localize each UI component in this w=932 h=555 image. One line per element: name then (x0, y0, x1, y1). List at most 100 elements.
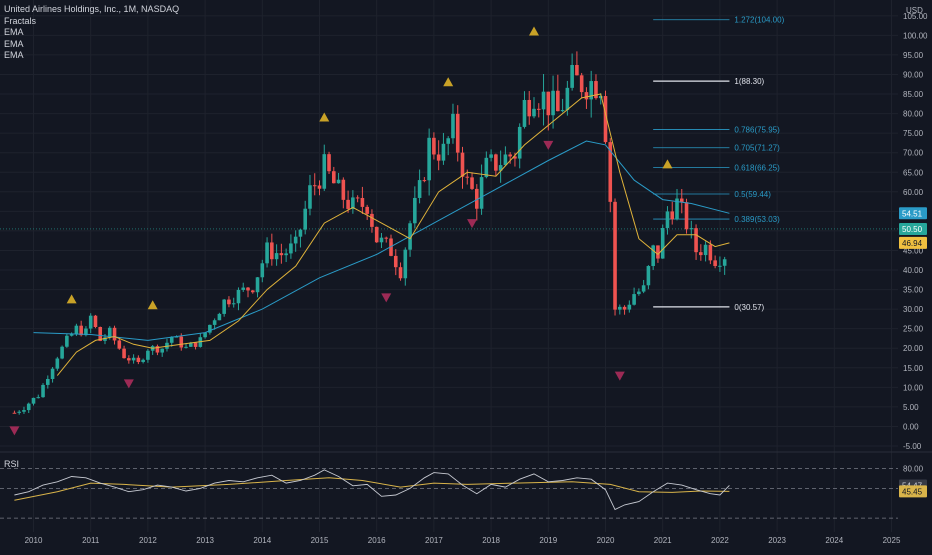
candle-body (241, 287, 246, 290)
candle-body (36, 397, 41, 399)
candle-body (618, 306, 622, 310)
rsi-tag (899, 485, 927, 498)
candle-body (536, 108, 541, 110)
candle-body (398, 267, 403, 279)
fib-label: 0.786(75.95) (734, 125, 780, 134)
candle-body (303, 208, 307, 230)
price-tag-label: 54.51 (902, 209, 923, 218)
candle-body (122, 348, 126, 359)
x-tick-label: 2025 (883, 536, 901, 545)
y-tick-label: 15.00 (903, 364, 924, 373)
candle-body (570, 65, 574, 88)
y-tick-label: 70.00 (903, 149, 924, 158)
candle-body (17, 411, 21, 413)
candle-body (317, 185, 322, 189)
candle-body (446, 138, 450, 144)
candle-body (103, 337, 107, 341)
rsi-line (14, 469, 730, 511)
fractal-down-marker (9, 426, 20, 436)
candle-body (336, 179, 341, 184)
ema-slow-line (33, 140, 730, 341)
candle-body (322, 154, 327, 189)
candle-body (627, 304, 632, 310)
candle-body (565, 87, 570, 111)
candle-body (675, 198, 679, 220)
candle-body (522, 99, 527, 127)
candle-body (169, 336, 174, 343)
y-tick-label: 35.00 (903, 286, 924, 295)
x-tick-label: 2021 (654, 536, 672, 545)
candle-body (551, 90, 555, 116)
candle-body (360, 197, 365, 207)
candle-body (379, 237, 384, 243)
candle-body (284, 253, 288, 256)
price-tag-label: 46.94 (902, 239, 923, 248)
grid (0, 0, 898, 532)
fractal-up-marker (529, 26, 539, 36)
candle-body (432, 137, 436, 155)
candle-body (69, 334, 74, 336)
y-tick-label: 90.00 (903, 70, 924, 79)
candle-body (479, 177, 484, 209)
candle-body (465, 176, 470, 178)
fractal-up-marker (443, 77, 454, 87)
candle-body (713, 260, 717, 266)
candle-body (451, 113, 455, 139)
x-tick-label: 2023 (768, 536, 786, 545)
x-tick-label: 2014 (253, 536, 271, 545)
candle-body (560, 110, 565, 112)
candle-body (441, 143, 446, 161)
candle-body (513, 156, 517, 159)
candle-body (351, 197, 355, 209)
legend-ema-1[interactable]: EMA (4, 27, 24, 37)
candle-body (594, 81, 598, 99)
chart-legend: United Airlines Holdings, Inc., 1M, NASD… (4, 4, 179, 62)
fractal-down-marker (543, 140, 554, 150)
rsi-label[interactable]: RSI (4, 459, 20, 469)
price-tag-label: 50.50 (902, 225, 923, 234)
candle-body (141, 359, 145, 363)
candle-body (193, 342, 198, 347)
fib-label: 0(30.57) (734, 303, 764, 312)
candle-body (527, 99, 532, 117)
y-tick-label: -5.00 (903, 442, 922, 451)
candle-body (41, 384, 45, 398)
candle-body (155, 346, 160, 353)
candle-body (708, 244, 713, 261)
rsi-tag-label: 45.45 (902, 487, 923, 496)
candle-body (455, 113, 460, 153)
candle-body (637, 291, 641, 295)
legend-ema-3[interactable]: EMA (4, 50, 24, 60)
fib-retracement: 1.272(104.00) 1(88.30) 0.786(75.95) 0.705(7… (653, 16, 785, 312)
candle-body (470, 177, 474, 189)
candle-body (413, 197, 417, 224)
candle-body (389, 238, 393, 256)
candle-body (355, 197, 360, 199)
y-tick-label: 100.00 (903, 31, 928, 40)
candle-body (403, 249, 408, 279)
candle-body (174, 336, 179, 338)
y-tick-label: 20.00 (903, 344, 924, 353)
fractal-up-marker (319, 112, 330, 122)
candle-body (584, 92, 589, 100)
ema-fast-line (56, 93, 730, 376)
legend-fractals[interactable]: Fractals (4, 15, 37, 26)
candle-body (370, 213, 374, 227)
legend-ema-2[interactable]: EMA (4, 38, 24, 49)
candle-body (160, 348, 164, 353)
candle-body (508, 154, 512, 157)
candle-body (12, 412, 17, 414)
candle-body (579, 75, 584, 93)
fractal-up-marker (662, 159, 673, 169)
candle-body (365, 206, 369, 214)
candle-body (327, 154, 331, 172)
candle-body (260, 263, 265, 278)
candle-body (722, 259, 727, 266)
candle-body (203, 332, 207, 338)
candle-body (88, 315, 93, 329)
candle-body (532, 108, 536, 117)
